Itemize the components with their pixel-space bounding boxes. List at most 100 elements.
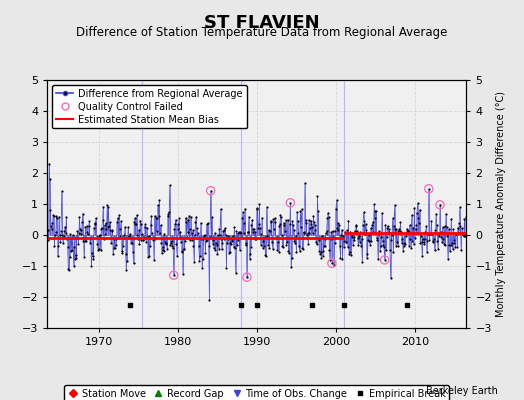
Point	[400, 240, 409, 247]
Point	[151, 236, 159, 242]
Point	[81, 224, 90, 230]
Point	[186, 226, 194, 232]
Point	[403, 228, 412, 235]
Point	[58, 232, 67, 238]
Point	[179, 246, 188, 252]
Point	[210, 230, 219, 236]
Point	[455, 220, 463, 226]
Point	[48, 220, 57, 226]
Point	[418, 253, 427, 259]
Point	[428, 231, 436, 238]
Point	[135, 241, 144, 247]
Point	[100, 236, 108, 243]
Point	[222, 265, 231, 272]
Point	[178, 249, 186, 255]
Point	[81, 238, 89, 244]
Point	[442, 224, 451, 230]
Point	[125, 233, 133, 239]
Point	[176, 234, 184, 241]
Point	[259, 238, 268, 244]
Point	[180, 246, 189, 252]
Point	[224, 236, 233, 242]
Point	[128, 234, 136, 241]
Point	[280, 220, 288, 226]
Point	[444, 255, 452, 262]
Point	[286, 221, 294, 228]
Point	[101, 230, 110, 237]
Point	[93, 240, 102, 247]
Point	[296, 248, 304, 254]
Point	[161, 239, 169, 245]
Point	[202, 238, 210, 244]
Point	[50, 243, 59, 249]
Point	[175, 215, 183, 222]
Point	[204, 242, 213, 249]
Point	[198, 264, 206, 271]
Point	[268, 246, 277, 252]
Point	[342, 239, 350, 245]
Point	[69, 232, 77, 238]
Point	[113, 219, 121, 225]
Point	[51, 232, 59, 238]
Point	[319, 248, 328, 254]
Point	[104, 204, 113, 210]
Point	[216, 206, 225, 212]
Point	[391, 242, 400, 249]
Point	[333, 225, 341, 231]
Point	[398, 236, 407, 242]
Point	[245, 256, 254, 262]
Point	[161, 241, 170, 248]
Point	[43, 226, 52, 233]
Point	[114, 234, 123, 241]
Point	[187, 230, 195, 236]
Point	[74, 240, 82, 247]
Point	[335, 222, 343, 228]
Point	[163, 246, 171, 252]
Point	[115, 212, 123, 218]
Point	[89, 256, 97, 262]
Point	[402, 230, 411, 236]
Point	[299, 229, 308, 235]
Point	[439, 224, 447, 230]
Point	[443, 233, 452, 239]
Point	[152, 214, 160, 221]
Point	[344, 217, 353, 224]
Point	[143, 224, 151, 231]
Point	[316, 249, 325, 256]
Point	[187, 214, 195, 220]
Point	[374, 256, 382, 262]
Point	[387, 236, 396, 243]
Point	[119, 242, 127, 249]
Point	[95, 233, 103, 240]
Point	[176, 228, 184, 235]
Point	[130, 215, 139, 222]
Point	[73, 228, 82, 234]
Point	[307, 218, 315, 224]
Point	[281, 217, 290, 224]
Point	[195, 258, 204, 264]
Point	[53, 215, 61, 221]
Point	[213, 251, 222, 258]
Point	[378, 210, 386, 216]
Point	[70, 244, 79, 250]
Point	[426, 230, 434, 237]
Point	[79, 210, 87, 217]
Point	[130, 219, 138, 226]
Point	[134, 236, 143, 242]
Point	[133, 212, 141, 218]
Point	[366, 242, 374, 248]
Point	[425, 237, 434, 244]
Point	[353, 234, 362, 241]
Point	[91, 219, 100, 226]
Point	[124, 224, 133, 230]
Point	[221, 225, 230, 232]
Point	[236, 229, 245, 235]
Point	[449, 246, 457, 252]
Point	[275, 249, 283, 255]
Point	[232, 228, 241, 235]
Point	[317, 255, 325, 261]
Point	[255, 201, 264, 208]
Point	[248, 229, 257, 235]
Point	[409, 224, 417, 231]
Point	[307, 220, 315, 227]
